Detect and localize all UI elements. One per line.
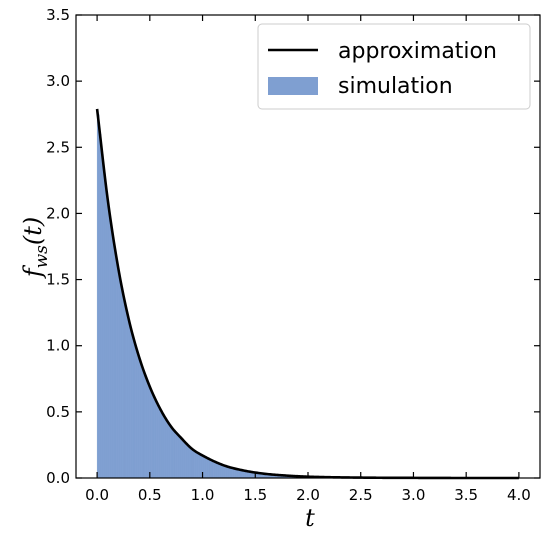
histogram-bin <box>191 449 195 479</box>
histogram-bin <box>143 374 146 479</box>
x-axis-label: t <box>305 504 315 532</box>
legend-frame <box>257 23 531 110</box>
x-tick-label: 4.0 <box>507 486 531 504</box>
histogram-bin <box>113 250 117 479</box>
histogram-bin <box>206 458 210 479</box>
histogram-bin <box>221 464 224 479</box>
histogram-bin <box>174 433 178 479</box>
histogram-bin <box>105 191 108 479</box>
histogram-bin <box>170 427 174 479</box>
histogram-bin <box>149 390 153 479</box>
histogram-bin <box>155 404 159 479</box>
histogram-bin <box>166 421 169 479</box>
histogram-bin <box>101 154 104 479</box>
histogram-bin <box>122 296 125 479</box>
y-tick-label: 1.0 <box>46 337 70 355</box>
histogram-bin <box>107 208 110 479</box>
ticks-layer: 0.0 0.5 1.0 1.5 2.0 2.5 3.0 3.5 4.0 0.0 0.5 1.0 1.5 2… <box>46 6 540 504</box>
histogram-bin <box>198 453 201 479</box>
plot-layer <box>95 108 519 480</box>
histogram-bin <box>158 408 161 479</box>
histogram-bin <box>145 379 148 479</box>
histogram-bin <box>189 447 193 479</box>
histogram-bin <box>215 462 218 479</box>
histogram-bin <box>126 315 129 479</box>
histogram-bin <box>99 134 102 479</box>
histogram-bin <box>193 450 197 479</box>
histogram-bin <box>229 467 233 479</box>
histogram-bin <box>227 467 231 479</box>
histogram-bin <box>134 348 138 479</box>
y-tick-label: 0.5 <box>46 403 70 421</box>
histogram-bin <box>96 114 100 479</box>
legend: approximation simulation <box>257 23 531 110</box>
histogram-bin <box>120 285 123 479</box>
histogram-bin <box>172 430 176 479</box>
histogram-bin <box>234 468 237 479</box>
histogram-bin <box>124 306 127 479</box>
histogram-bin <box>204 457 207 479</box>
histogram-bin <box>160 412 163 479</box>
histogram-bin <box>183 442 186 479</box>
histogram-bin <box>225 466 229 479</box>
histogram-bin <box>137 355 140 479</box>
x-tick-label: 3.0 <box>402 486 426 504</box>
histogram-bin <box>111 237 115 479</box>
histogram-bin <box>118 274 121 479</box>
histogram-bin <box>210 460 214 479</box>
y-tick-label: 3.0 <box>46 72 70 90</box>
histogram-bin <box>196 452 199 479</box>
y-axis-label-subscript: ws <box>32 245 52 269</box>
histogram-bin <box>212 461 216 479</box>
y-tick-label: 1.5 <box>46 271 70 289</box>
histogram-bin <box>217 463 220 479</box>
legend-label-simulation: simulation <box>338 74 453 99</box>
histogram-bin <box>130 333 134 479</box>
x-tick-label: 2.0 <box>296 486 320 504</box>
x-tick-label: 1.5 <box>243 486 267 504</box>
histogram-bin <box>164 418 167 479</box>
legend-label-approximation: approximation <box>338 39 497 64</box>
histogram-bin <box>147 385 150 479</box>
y-tick-label: 3.5 <box>46 6 70 24</box>
histogram-bin <box>132 341 136 479</box>
histogram-bin <box>181 440 184 479</box>
histogram-bin <box>115 262 119 479</box>
histogram-bin <box>231 468 235 479</box>
x-tick-label: 1.0 <box>191 486 215 504</box>
histogram-bin <box>141 368 144 479</box>
y-tick-label: 0.0 <box>46 469 70 487</box>
histogram-bin <box>151 395 155 479</box>
histogram-bin <box>177 435 180 479</box>
simulation-histogram <box>96 114 458 479</box>
y-tick-label: 2.0 <box>46 204 70 222</box>
y-tick-label: 2.5 <box>46 138 70 156</box>
histogram-bin <box>185 444 188 479</box>
x-tick-label: 3.5 <box>454 486 478 504</box>
histogram-bin <box>179 438 182 479</box>
x-tick-label: 0.5 <box>138 486 162 504</box>
y-axis-label-suffix: (t) <box>19 217 47 245</box>
histogram-bin <box>153 399 157 479</box>
histogram-bin <box>109 223 113 479</box>
x-tick-label: 2.5 <box>349 486 373 504</box>
histogram-bin <box>103 173 106 479</box>
histogram-bin <box>223 465 226 479</box>
histogram-bin <box>128 324 131 479</box>
histogram-bin <box>139 362 142 479</box>
x-tick-label: 0.0 <box>85 486 109 504</box>
histogram-bin <box>162 415 165 479</box>
histogram-bin <box>208 459 212 479</box>
histogram-bin <box>219 464 222 479</box>
histogram-bin <box>187 446 191 479</box>
legend-swatch-simulation <box>268 77 318 95</box>
histogram-bin <box>168 424 172 479</box>
